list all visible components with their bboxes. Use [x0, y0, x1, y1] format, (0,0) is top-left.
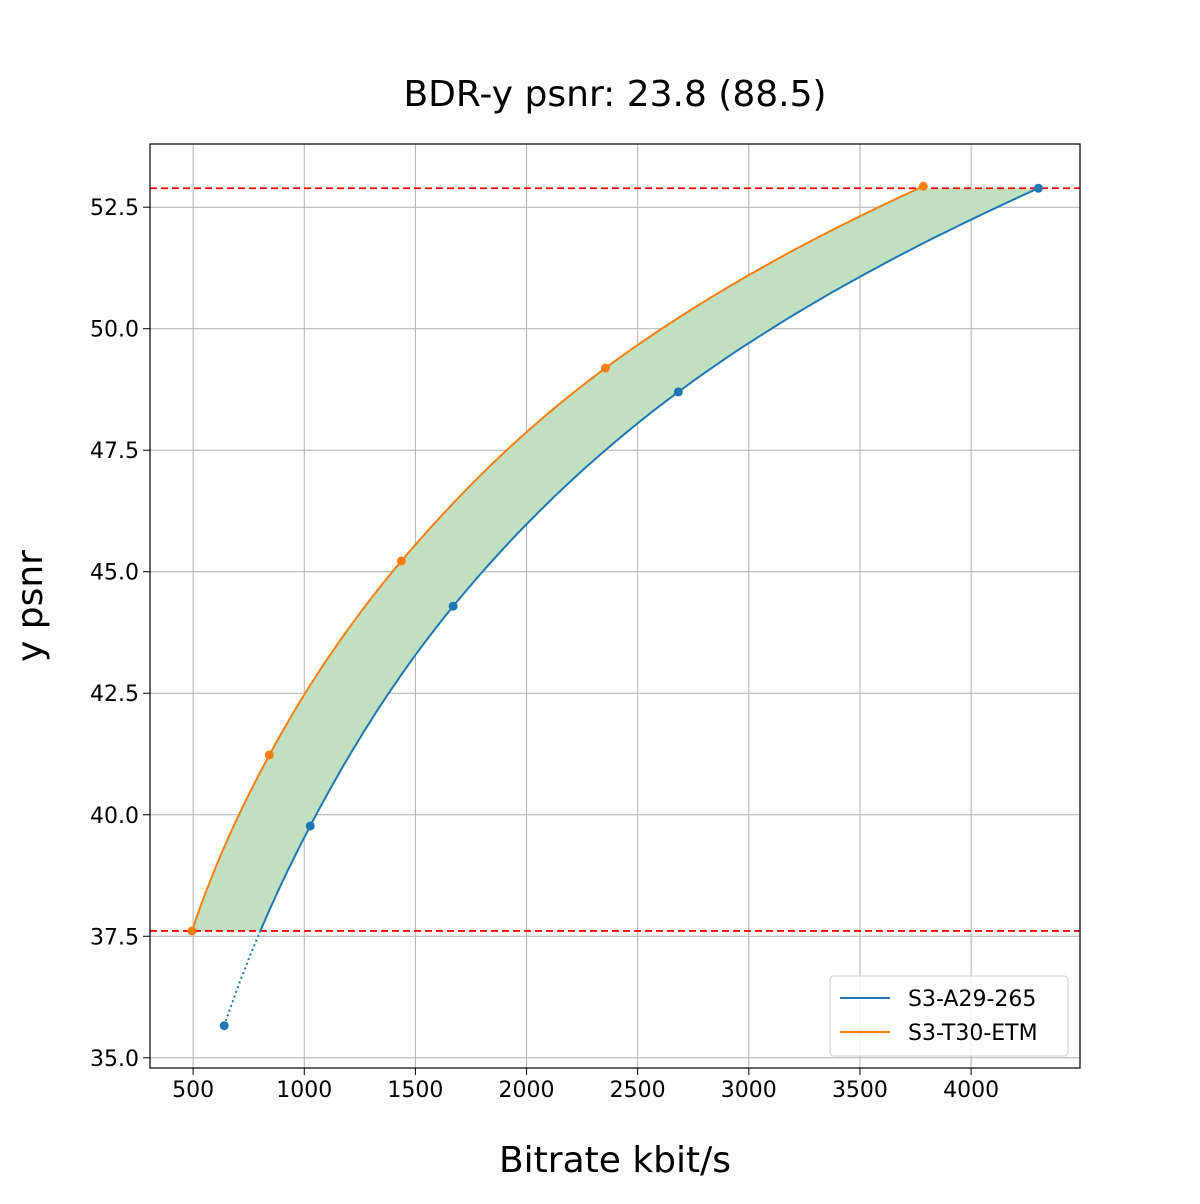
x-tick-label: 4000 [943, 1078, 999, 1103]
legend: S3-A29-265 S3-T30-ETM [829, 975, 1069, 1057]
x-tick-label: 1500 [387, 1078, 443, 1103]
series-line-extrapolated [223, 930, 262, 1027]
x-tick-label: 2000 [499, 1078, 555, 1103]
data-point [264, 750, 274, 760]
y-ticks: 35.0 37.5 40.0 42.5 45.0 47.5 50.0 52.5 [90, 196, 150, 1072]
grid [150, 144, 1080, 1068]
chart-title: BDR-y psnr: 23.8 (88.5) [403, 74, 826, 115]
data-point [219, 1021, 229, 1031]
y-tick-label: 47.5 [90, 439, 139, 464]
x-tick-label: 500 [172, 1078, 214, 1103]
y-tick-label: 37.5 [90, 925, 139, 950]
x-axis-label: Bitrate kbit/s [499, 1140, 731, 1181]
data-point [600, 363, 610, 373]
y-tick-label: 45.0 [90, 561, 139, 586]
data-point [673, 387, 683, 397]
x-tick-label: 2500 [610, 1078, 666, 1103]
y-tick-label: 35.0 [90, 1047, 139, 1072]
series-line-0 [259, 187, 1039, 932]
x-ticks: 500 1000 1500 2000 2500 3000 3500 4000 [172, 1068, 999, 1103]
curves [191, 185, 1039, 1027]
y-axis-label: y psnr [10, 550, 51, 662]
plot-frame [149, 143, 1081, 1069]
data-point [396, 556, 406, 566]
legend-box [829, 975, 1069, 1057]
data-point [305, 821, 315, 831]
x-tick-label: 1000 [276, 1078, 332, 1103]
data-point [1033, 183, 1043, 193]
fill-between-area [192, 188, 1039, 931]
fill-area [192, 188, 1039, 931]
x-tick-label: 3500 [832, 1078, 888, 1103]
legend-label-0: S3-A29-265 [908, 987, 1036, 1012]
y-tick-label: 40.0 [90, 804, 139, 829]
data-point [918, 181, 928, 191]
data-point [448, 601, 458, 611]
data-point [187, 926, 197, 936]
legend-label-1: S3-T30-ETM [908, 1021, 1038, 1046]
x-tick-label: 3000 [721, 1078, 777, 1103]
y-tick-label: 50.0 [90, 318, 139, 343]
points [187, 181, 1043, 1031]
y-tick-label: 42.5 [90, 682, 139, 707]
y-tick-label: 52.5 [90, 196, 139, 221]
